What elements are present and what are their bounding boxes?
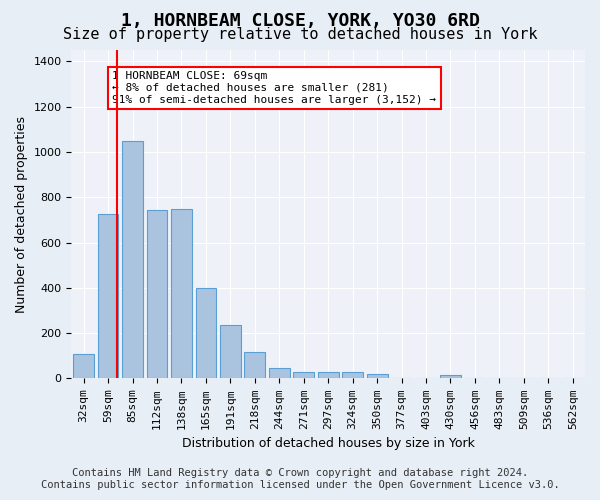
Bar — [318, 372, 338, 378]
Bar — [293, 372, 314, 378]
Bar — [73, 354, 94, 378]
Bar — [98, 214, 118, 378]
Bar — [171, 208, 192, 378]
Text: 1, HORNBEAM CLOSE, YORK, YO30 6RD: 1, HORNBEAM CLOSE, YORK, YO30 6RD — [121, 12, 479, 30]
Text: Contains HM Land Registry data © Crown copyright and database right 2024.
Contai: Contains HM Land Registry data © Crown c… — [41, 468, 559, 490]
Bar — [342, 372, 363, 378]
Bar — [244, 352, 265, 378]
Bar — [196, 288, 217, 378]
X-axis label: Distribution of detached houses by size in York: Distribution of detached houses by size … — [182, 437, 475, 450]
Bar — [220, 325, 241, 378]
Text: Size of property relative to detached houses in York: Size of property relative to detached ho… — [63, 28, 537, 42]
Bar — [367, 374, 388, 378]
Bar — [269, 368, 290, 378]
Bar — [122, 140, 143, 378]
Bar — [146, 210, 167, 378]
Bar — [440, 375, 461, 378]
Text: 1 HORNBEAM CLOSE: 69sqm
← 8% of detached houses are smaller (281)
91% of semi-de: 1 HORNBEAM CLOSE: 69sqm ← 8% of detached… — [112, 72, 436, 104]
Y-axis label: Number of detached properties: Number of detached properties — [15, 116, 28, 312]
